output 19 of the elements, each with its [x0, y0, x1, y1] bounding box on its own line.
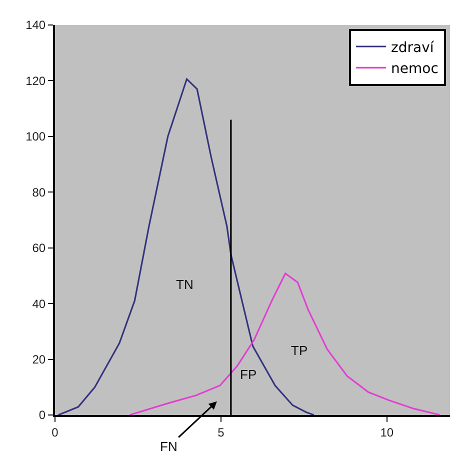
annotation: TP: [291, 343, 308, 358]
y-tick-label: 80: [32, 185, 46, 200]
y-tick-label: 40: [32, 296, 46, 311]
y-tick-label: 140: [26, 18, 46, 32]
annotation: FP: [240, 367, 257, 382]
annotation: TN: [176, 277, 194, 292]
legend-label: nemoc: [391, 61, 438, 78]
x-tick-label: 0: [52, 425, 59, 440]
legend-label: zdraví: [391, 40, 435, 56]
y-tick-label: 60: [32, 241, 46, 256]
x-tick-label: 5: [218, 425, 225, 440]
y-tick-label: 0: [38, 408, 46, 422]
line-series: [58, 78, 315, 415]
text: FN: [160, 439, 178, 454]
y-tick-label: 20: [32, 352, 46, 366]
y-tick-label: 100: [26, 130, 46, 144]
x-tick-label: 10: [380, 425, 394, 440]
y-tick-label: 120: [26, 74, 46, 88]
line-series: [128, 272, 441, 415]
